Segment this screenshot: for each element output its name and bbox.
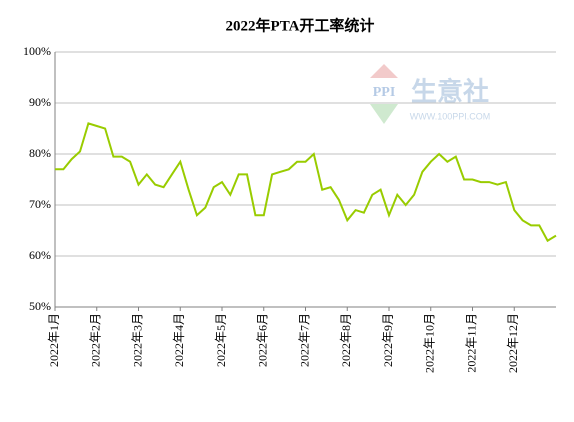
y-tick-label: 50% [29,299,51,313]
x-tick-label: 2022年4月 [172,313,186,367]
x-tick-label: 2022年6月 [256,313,270,367]
watermark-url: WWW.100PPI.COM [410,111,491,121]
chart-title: 2022年PTA开工率统计 [226,16,375,34]
y-tick-label: 70% [29,197,51,211]
x-tick-label: 2022年5月 [214,313,228,367]
x-tick-label: 2022年3月 [130,313,144,367]
y-tick-label: 90% [29,95,51,109]
y-tick-label: 80% [29,146,51,160]
x-tick-label: 2022年8月 [339,313,353,367]
y-tick-label: 60% [29,248,51,262]
logo-shape [370,104,398,124]
line-series [55,122,557,243]
y-tick-label: 100% [23,44,51,58]
x-tick-label: 2022年12月 [506,313,520,373]
x-tick-label: 2022年1月 [47,313,61,367]
x-tick-label: 2022年2月 [89,313,103,367]
x-tick-label: 2022年7月 [297,313,311,367]
watermark: PPI 生意社 WWW.100PPI.COM [370,64,490,124]
watermark-text: 生意社 [411,77,489,108]
watermark-logo: PPI [373,85,396,100]
x-tick-label: 2022年11月 [464,313,478,373]
logo-shape [370,64,398,78]
x-tick-label: 2022年9月 [381,313,395,367]
x-tick-label: 2022年10月 [423,313,437,373]
